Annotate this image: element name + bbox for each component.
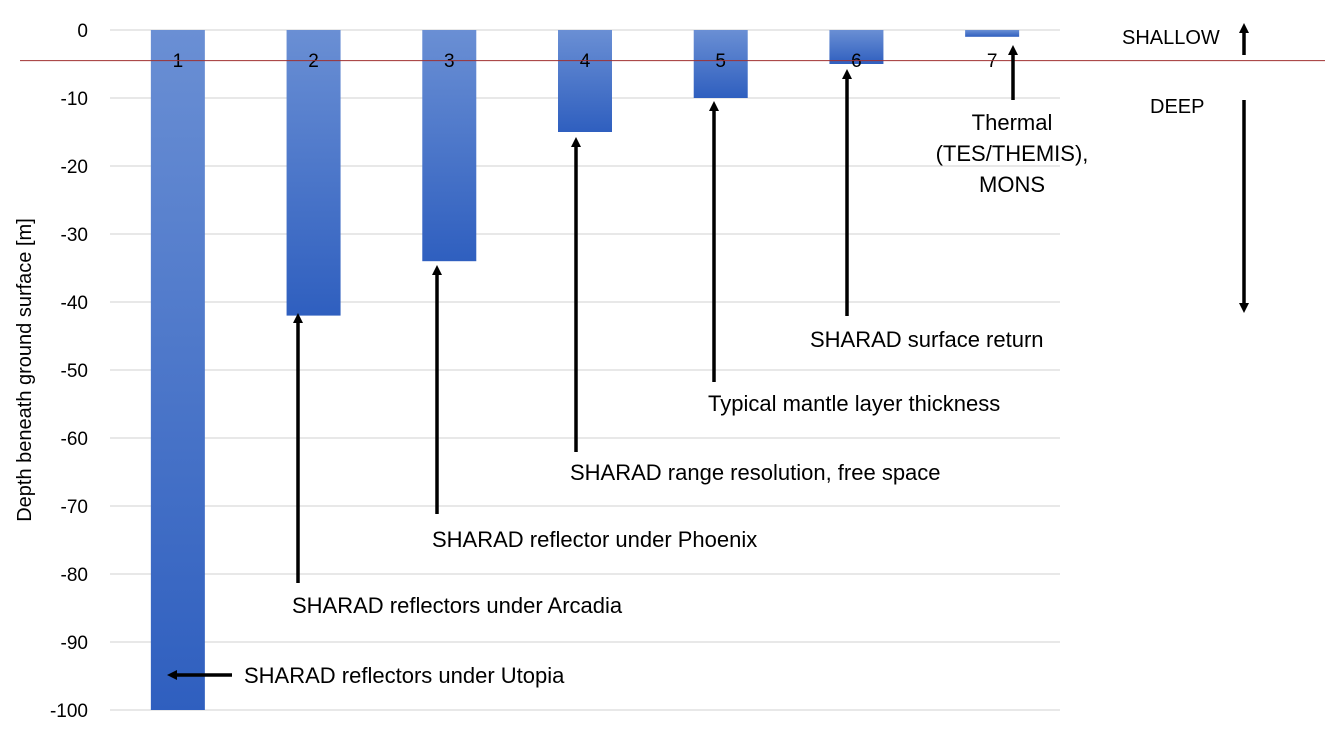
annotation-label: Thermal — [972, 110, 1053, 135]
annotation-label: (TES/THEMIS), — [936, 141, 1089, 166]
category-label: 7 — [987, 51, 998, 72]
bars: 1 2 3 4 5 6 7 — [20, 30, 1325, 710]
annotation-label: MONS — [979, 172, 1045, 197]
bar — [693, 30, 748, 98]
bar — [422, 30, 477, 262]
y-tick-label: -100 — [50, 701, 88, 722]
annotation-label: SHARAD surface return — [810, 327, 1044, 352]
bar — [829, 30, 884, 64]
y-axis: 0 -10 -20 -30 -40 -50 -60 -70 -80 -90 -100 — [50, 21, 88, 722]
category-label: 6 — [851, 51, 862, 72]
bar — [965, 30, 1020, 37]
bar — [558, 30, 612, 132]
annotation-label: SHARAD reflector under Phoenix — [432, 527, 757, 552]
y-tick-label: -20 — [61, 157, 88, 178]
depth-direction-labels: SHALLOW DEEP — [1122, 23, 1249, 313]
bar — [150, 30, 205, 710]
y-tick-label: -80 — [61, 565, 88, 586]
annotations: SHARAD reflectors under Utopia SHARAD ref… — [167, 45, 1089, 688]
y-tick-label: 0 — [77, 21, 88, 42]
y-tick-label: -40 — [61, 293, 88, 314]
y-tick-label: -90 — [61, 633, 88, 654]
y-tick-label: -50 — [61, 361, 88, 382]
annotation-label: SHARAD range resolution, free space — [570, 460, 941, 485]
annotation-label: SHARAD reflectors under Utopia — [244, 663, 565, 688]
y-tick-label: -10 — [61, 89, 88, 110]
category-label: 5 — [715, 51, 726, 72]
y-axis-label: Depth beneath ground surface [m] — [14, 218, 36, 522]
category-label: 2 — [308, 51, 319, 72]
category-label: 3 — [444, 51, 455, 72]
bar — [286, 30, 341, 316]
gridlines — [110, 29, 1060, 711]
y-tick-label: -30 — [61, 225, 88, 246]
shallow-label: SHALLOW — [1122, 27, 1220, 49]
category-label: 1 — [173, 51, 184, 72]
category-label: 4 — [580, 51, 591, 72]
deep-label: DEEP — [1150, 96, 1204, 118]
y-tick-label: -70 — [61, 497, 88, 518]
annotation-label: Typical mantle layer thickness — [708, 391, 1000, 416]
y-tick-label: -60 — [61, 429, 88, 450]
annotation-label: SHARAD reflectors under Arcadia — [292, 593, 623, 618]
